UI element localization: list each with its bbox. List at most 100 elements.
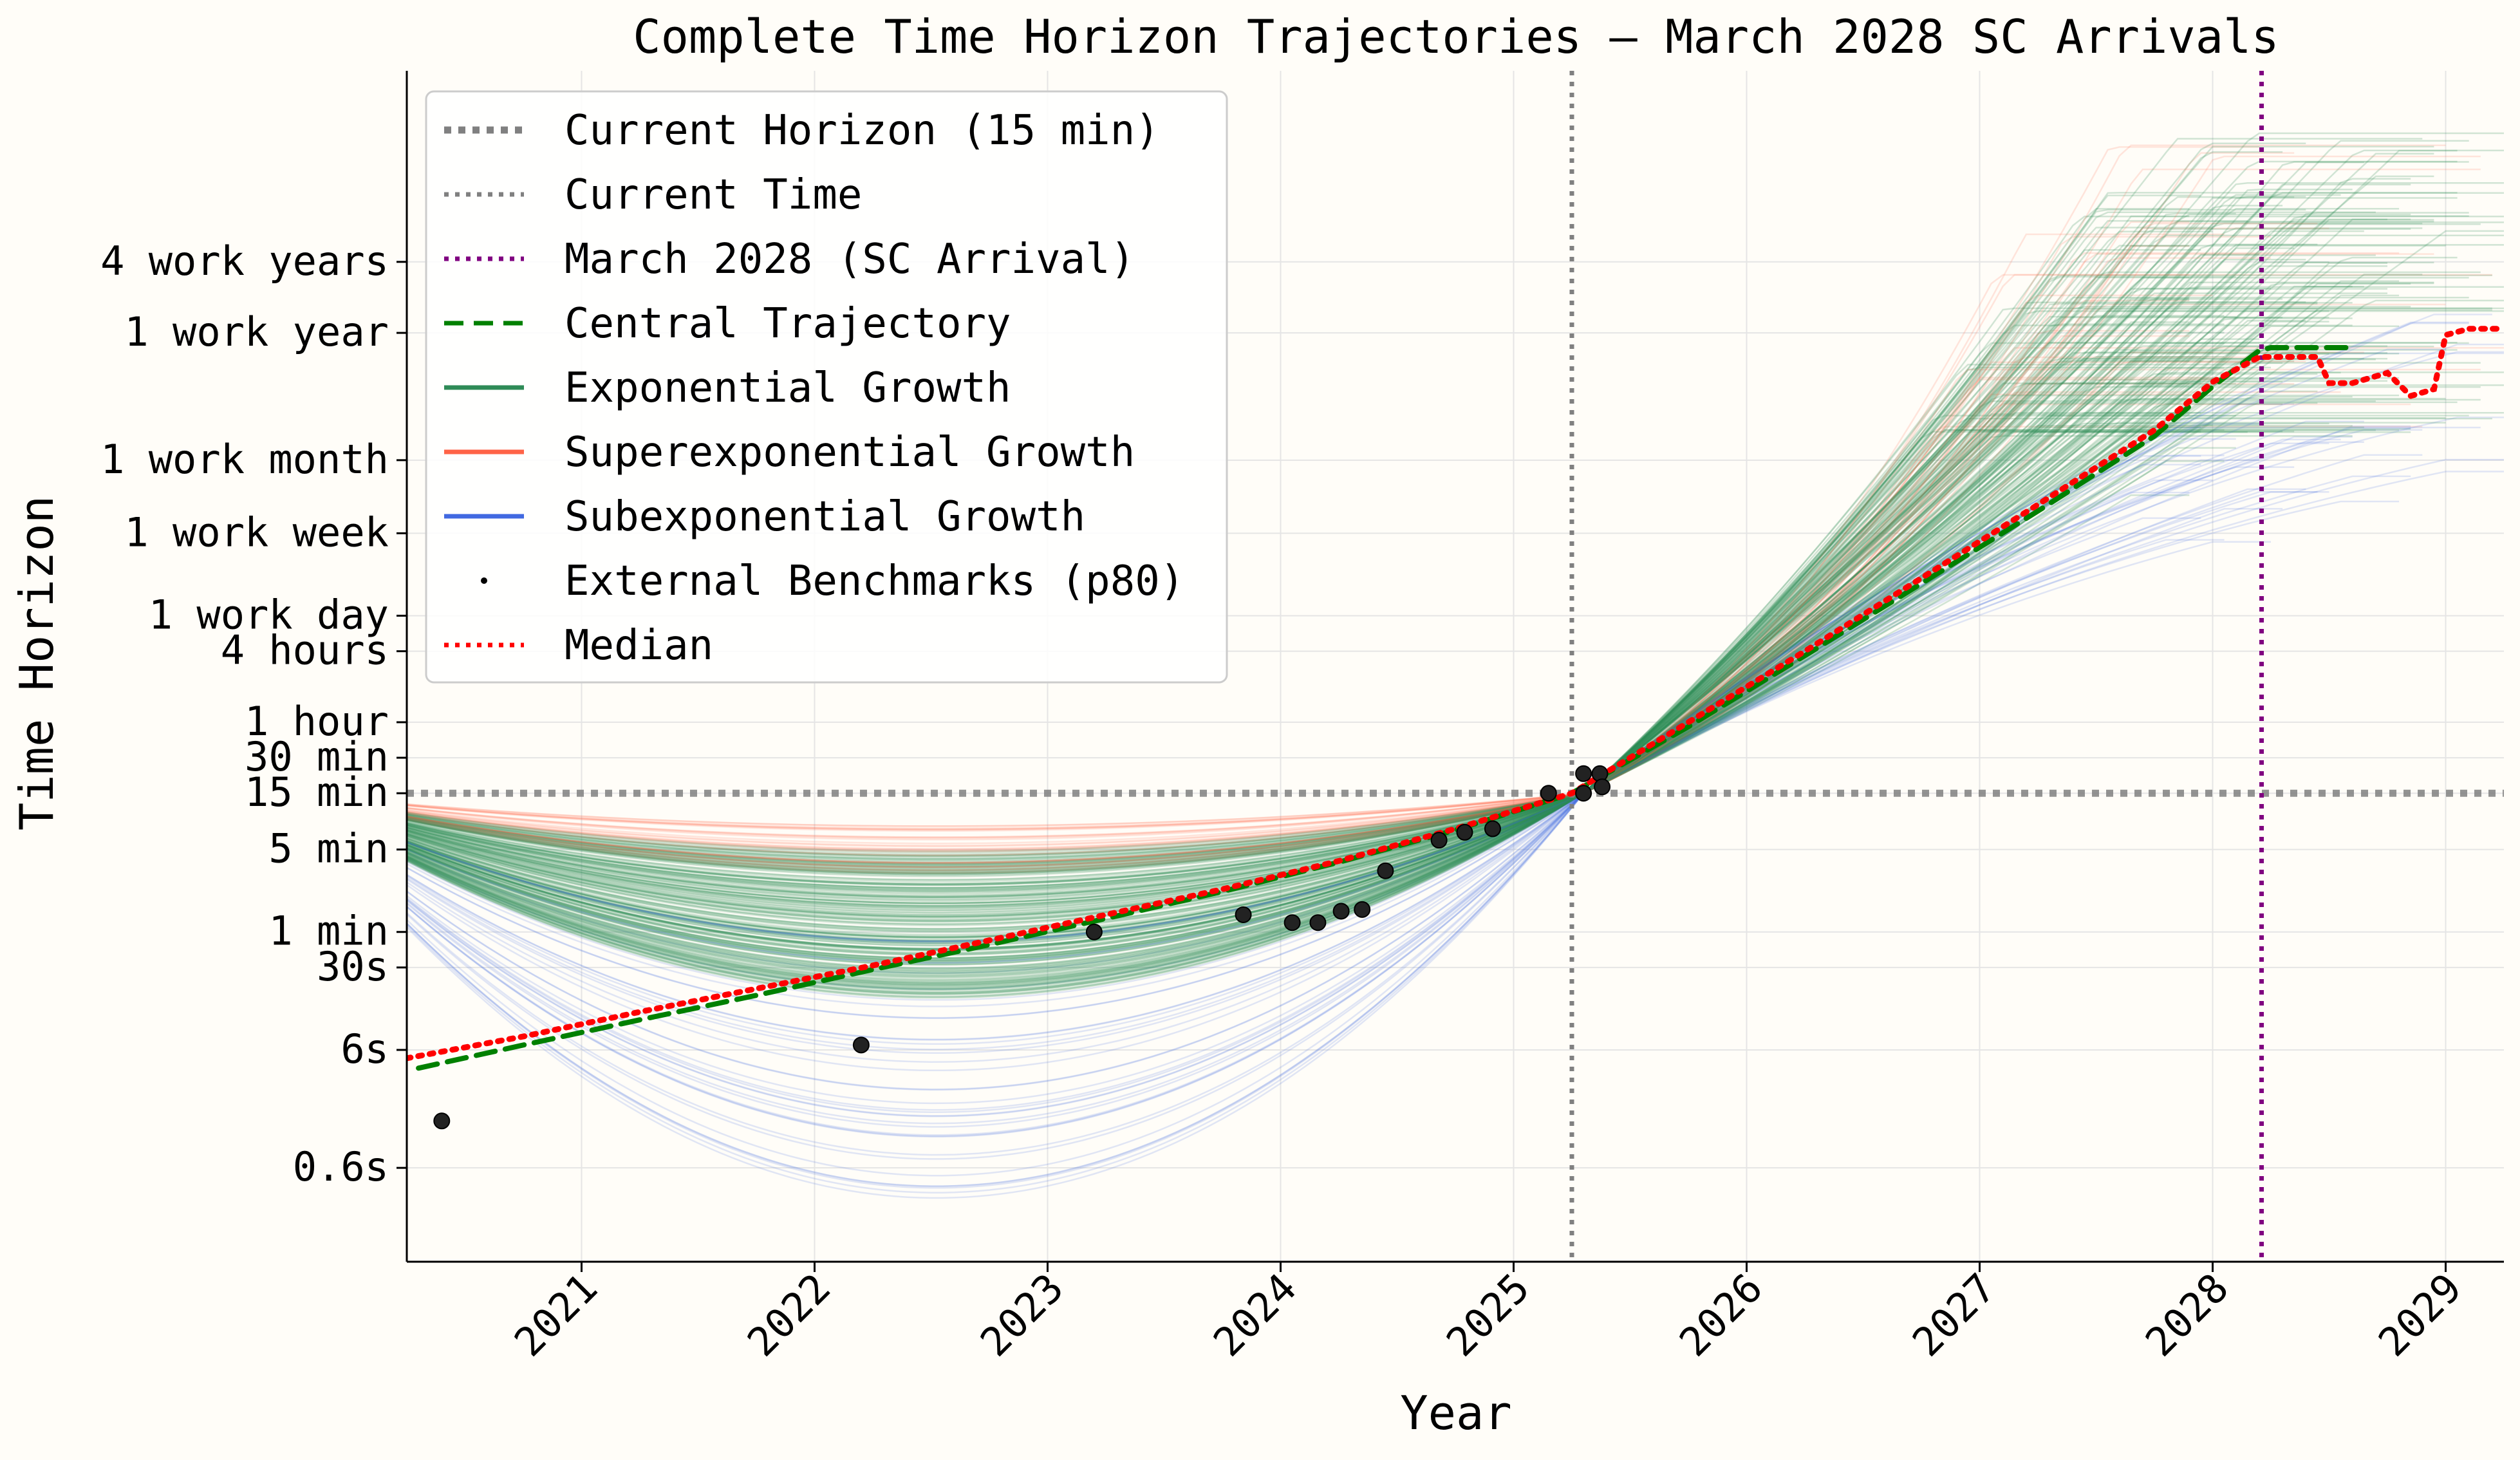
sample-trajectory <box>407 431 2411 986</box>
sample-trajectory <box>407 402 2318 890</box>
sample-trajectory <box>407 347 2504 829</box>
y-tick-label: 1 min <box>268 908 389 955</box>
sample-trajectory <box>407 196 2295 990</box>
sample-trajectory <box>407 539 2225 1117</box>
sample-trajectory <box>407 416 2446 918</box>
sample-trajectory <box>407 380 2201 892</box>
sample-trajectory <box>407 274 2190 827</box>
sample-trajectory <box>407 466 2295 1105</box>
x-axis-label: Year <box>1400 1386 1511 1440</box>
sample-trajectory <box>407 415 2236 864</box>
sample-trajectory <box>407 212 2236 926</box>
sample-trajectory <box>407 360 2306 838</box>
sample-trajectory <box>407 205 2283 876</box>
sample-trajectory <box>407 208 2190 950</box>
reference-lines <box>407 71 2504 1262</box>
sample-trajectory <box>407 426 2423 852</box>
sample-trajectory <box>407 455 2201 1045</box>
sample-trajectory <box>407 142 2306 893</box>
sample-trajectory <box>407 294 2213 852</box>
sample-trajectory <box>407 253 2259 995</box>
legend-label: Exponential Growth <box>565 364 1011 412</box>
sample-trajectory <box>407 310 2504 951</box>
benchmark-point <box>1484 820 1501 838</box>
y-tick-label: 1 work year <box>124 308 389 355</box>
sample-trajectory <box>407 299 2504 979</box>
sample-trajectory <box>407 362 2481 868</box>
sample-trajectory <box>407 138 2423 912</box>
sample-trajectory <box>407 380 2387 977</box>
sample-trajectory <box>407 350 2318 960</box>
sample-trajectory <box>407 458 2504 1125</box>
sample-trajectory <box>407 415 2469 993</box>
sample-trajectory <box>407 335 2190 874</box>
sample-trajectory <box>407 377 2236 871</box>
sample-trajectory <box>407 384 2504 980</box>
sample-trajectory <box>407 323 2225 962</box>
legend-label: External Benchmarks (p80) <box>565 557 1184 605</box>
chart-title: Complete Time Horizon Trajectories — Mar… <box>633 10 2279 64</box>
sample-trajectory <box>407 416 2504 1136</box>
sample-trajectory <box>407 429 2225 942</box>
sample-trajectory <box>407 352 2387 962</box>
sample-trajectory <box>407 282 2434 951</box>
legend-label: Superexponential Growth <box>565 429 1135 476</box>
sample-trajectory <box>407 356 2201 945</box>
sample-trajectory <box>407 292 2387 984</box>
y-tick-label: 30 min <box>245 733 389 780</box>
sample-trajectory <box>407 310 2329 886</box>
sample-trajectory <box>407 377 2400 883</box>
sample-trajectory <box>407 342 2225 874</box>
sample-trajectory <box>407 403 2283 865</box>
sample-trajectory <box>407 218 2411 881</box>
sample-trajectory <box>407 317 2353 870</box>
sample-trajectory <box>407 276 2190 962</box>
sample-trajectory <box>407 178 2411 966</box>
sample-trajectory <box>407 219 2434 994</box>
y-tick-label: 1 hour <box>245 698 389 745</box>
legend: Current Horizon (15 min) Current Time Marc… <box>425 90 1228 684</box>
sample-trajectory <box>407 299 2190 832</box>
sample-trajectory <box>407 382 2201 978</box>
sample-trajectory <box>407 301 2318 857</box>
benchmark-point <box>1456 823 1473 841</box>
sample-trajectory <box>407 230 2213 960</box>
sample-trajectory <box>407 403 2295 1054</box>
sample-trajectory <box>407 429 2423 1091</box>
y-tick-label: 4 hours <box>221 627 389 674</box>
sample-trajectory <box>407 379 2225 850</box>
sample-trajectory <box>407 175 2434 884</box>
sample-trajectory <box>407 400 2376 986</box>
sample-trajectory <box>407 321 2190 922</box>
sample-trajectory <box>407 145 2434 862</box>
sample-trajectory <box>407 398 2481 998</box>
sample-trajectory <box>407 427 2411 974</box>
sample-trajectory <box>407 261 2434 976</box>
benchmark-points <box>433 765 1611 1130</box>
sample-trajectory <box>407 315 2236 868</box>
sample-trajectory <box>407 196 2306 981</box>
sample-trajectory <box>407 234 2504 951</box>
sample-trajectory <box>407 351 2504 1007</box>
sample-trajectory <box>407 386 2481 877</box>
sample-trajectory <box>407 371 2341 909</box>
sample-trajectory <box>407 257 2271 864</box>
sample-trajectory <box>407 508 2283 964</box>
sample-trajectory <box>407 381 2283 852</box>
legend-label: Current Horizon (15 min) <box>565 107 1160 154</box>
series-lines <box>407 326 2504 1071</box>
sample-trajectory <box>407 435 2353 983</box>
y-tick-label: 0.6s <box>293 1143 389 1190</box>
sample-trajectory <box>407 277 2469 995</box>
sample-trajectory <box>407 361 2259 864</box>
sample-trajectory <box>407 353 2329 954</box>
sample-trajectory <box>407 301 2306 865</box>
sample-trajectory <box>407 491 2318 1041</box>
sample-trajectory <box>407 371 2504 988</box>
sample-trajectory <box>407 348 2446 1189</box>
sample-trajectory <box>407 424 2353 860</box>
y-tick-label: 5 min <box>268 825 389 872</box>
sample-trajectory <box>407 351 2213 872</box>
sample-trajectory <box>407 222 2423 959</box>
sample-trajectory <box>407 426 2364 857</box>
